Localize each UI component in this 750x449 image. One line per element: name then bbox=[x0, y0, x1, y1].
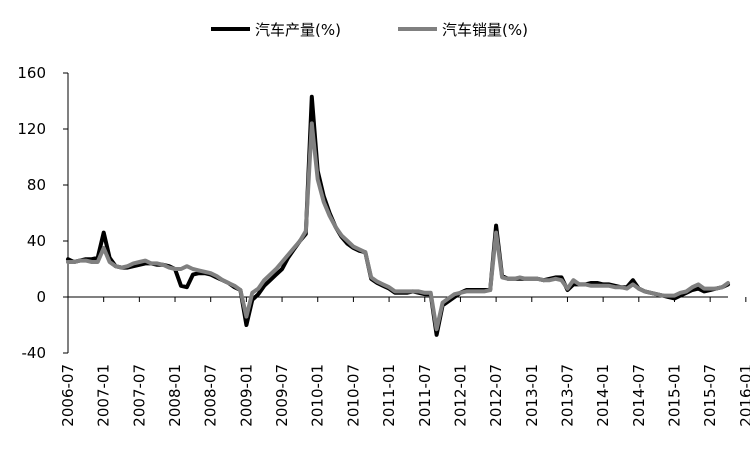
x-tick-label: 2007-01 bbox=[95, 364, 113, 427]
x-tick-label: 2011-01 bbox=[380, 364, 398, 427]
x-tick-label: 2009-07 bbox=[273, 364, 291, 427]
x-tick-label: 2015-07 bbox=[701, 364, 719, 427]
x-tick-label: 2011-07 bbox=[416, 364, 434, 427]
x-tick-label: 2006-07 bbox=[59, 364, 77, 427]
x-tick-label: 2010-01 bbox=[309, 364, 327, 427]
x-tick-label: 2008-01 bbox=[166, 364, 184, 427]
y-axis: -40 0 40 80 120 160 bbox=[17, 64, 69, 362]
series-line-production bbox=[66, 94, 730, 337]
legend: 汽车产量(%) 汽车销量(%) bbox=[211, 21, 528, 39]
y-tick-label: 160 bbox=[17, 64, 46, 82]
x-tick-label: 2012-07 bbox=[487, 364, 505, 427]
y-tick-label: -40 bbox=[22, 344, 47, 362]
x-tick-label: 2014-07 bbox=[630, 364, 648, 427]
x-tick-label: 2016-01 bbox=[737, 364, 750, 427]
legend-label-production: 汽车产量(%) bbox=[255, 21, 341, 39]
x-axis: 2006-07 2007-01 2007-07 2008-01 2008-07 2009-… bbox=[59, 296, 750, 427]
x-tick-label: 2015-01 bbox=[665, 364, 683, 427]
x-tick-label: 2013-01 bbox=[523, 364, 541, 427]
x-tick-label: 2008-07 bbox=[202, 364, 220, 427]
x-tick-label: 2012-01 bbox=[451, 364, 469, 427]
series-line-sales bbox=[66, 121, 730, 332]
x-tick-label: 2010-07 bbox=[344, 364, 362, 427]
y-tick-label: 40 bbox=[27, 232, 46, 250]
x-tick-label: 2013-07 bbox=[558, 364, 576, 427]
x-tick-label: 2014-01 bbox=[594, 364, 612, 427]
legend-label-sales: 汽车销量(%) bbox=[442, 21, 528, 39]
y-tick-label: 80 bbox=[27, 176, 46, 194]
x-tick-label: 2009-01 bbox=[237, 364, 255, 427]
series-lines bbox=[66, 94, 730, 337]
y-tick-label: 0 bbox=[36, 288, 46, 306]
y-tick-label: 120 bbox=[17, 120, 46, 138]
x-tick-label: 2007-07 bbox=[130, 364, 148, 427]
